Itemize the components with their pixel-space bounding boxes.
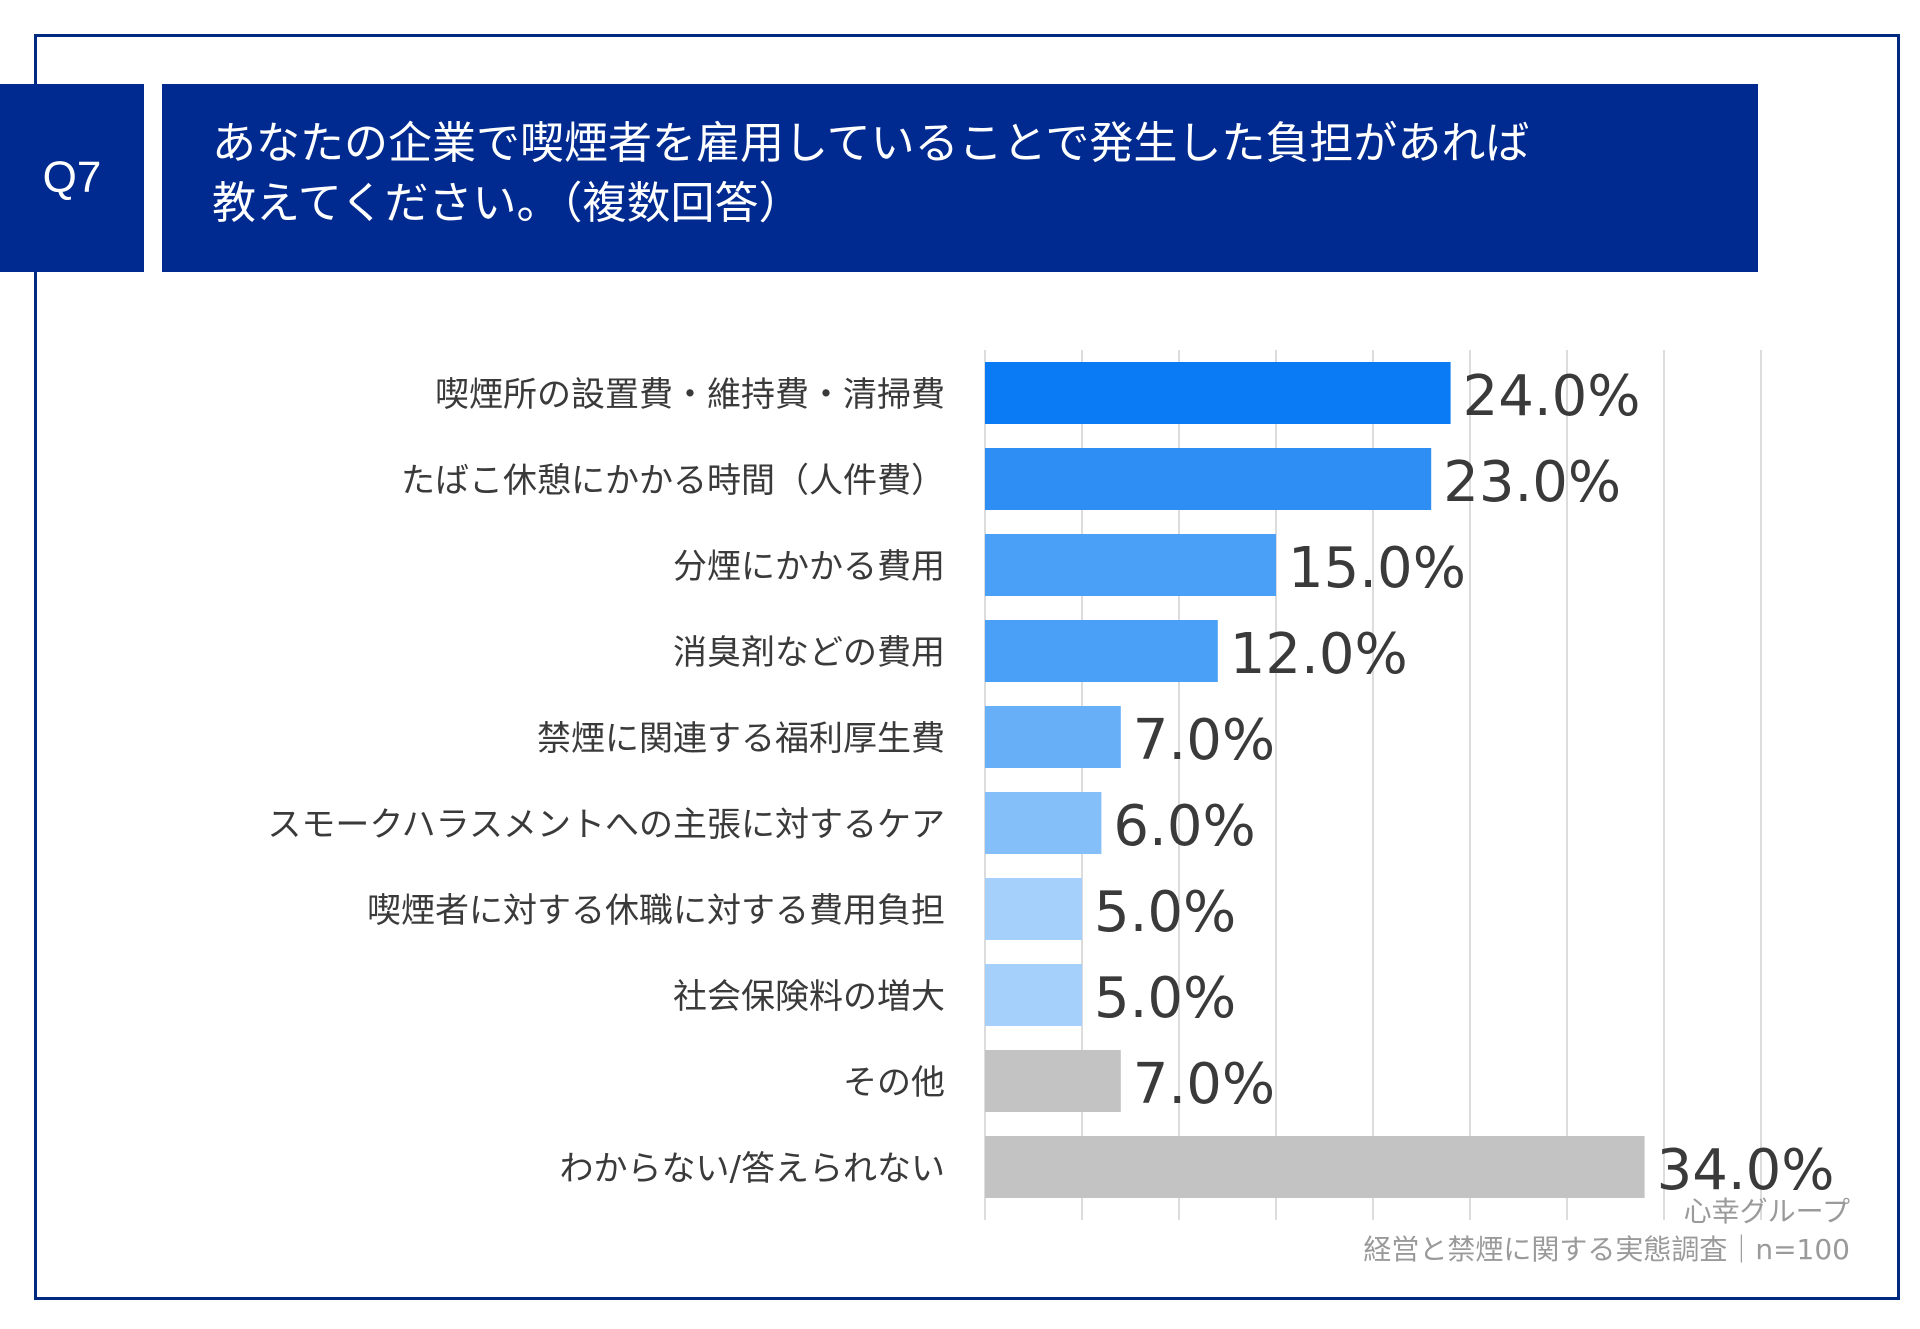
bar	[985, 448, 1432, 510]
category-label: 社会保険料の増大	[673, 977, 945, 1017]
category-label: 喫煙者に対する休職に対する費用負担	[367, 891, 945, 931]
bar	[985, 964, 1082, 1026]
question-title-line1: あなたの企業で喫煙者を雇用していることで発生した負担があれば	[212, 118, 1530, 169]
category-label: 禁煙に関連する福利厚生費	[537, 719, 945, 759]
category-label: わからない/答えられない	[560, 1149, 945, 1189]
value-label: 23.0%	[1443, 450, 1621, 515]
category-label: スモークハラスメントへの主張に対するケア	[267, 805, 945, 845]
question-title-line2: 教えてください。（複数回答）	[212, 178, 803, 229]
category-label: たばこ休憩にかかる時間（人件費）	[401, 461, 945, 501]
value-label: 34.0%	[1657, 1138, 1835, 1203]
question-title-box: あなたの企業で喫煙者を雇用していることで発生した負担があれば 教えてください。（…	[162, 84, 1758, 272]
chart-frame	[34, 34, 1900, 1300]
bar	[985, 878, 1082, 940]
question-number-badge: Q7	[0, 84, 144, 272]
value-label: 12.0%	[1230, 622, 1408, 687]
category-label: 喫煙所の設置費・維持費・清掃費	[435, 375, 945, 415]
bar-chart: 喫煙所の設置費・維持費・清掃費 24.0% たばこ休憩にかかる時間（人件費） 23.0…	[267, 350, 1835, 1220]
bar	[985, 706, 1121, 768]
category-label: 分煙にかかる費用	[673, 547, 945, 587]
bar	[985, 620, 1218, 682]
category-label: その他	[843, 1063, 945, 1103]
question-number: Q7	[42, 153, 102, 202]
bar	[985, 534, 1276, 596]
category-label: 消臭剤などの費用	[673, 633, 945, 673]
value-label: 5.0%	[1094, 880, 1236, 945]
value-label: 7.0%	[1133, 708, 1275, 773]
value-label: 6.0%	[1113, 794, 1255, 859]
bar	[985, 792, 1102, 854]
value-label: 5.0%	[1094, 966, 1236, 1031]
value-label: 7.0%	[1133, 1052, 1275, 1117]
bar	[985, 1136, 1645, 1198]
value-label: 15.0%	[1288, 536, 1466, 601]
source-credit: 心幸グループ	[1683, 1195, 1850, 1228]
value-label: 24.0%	[1463, 364, 1641, 429]
survey-credit: 経営と禁煙に関する実態調査｜n=100	[1363, 1233, 1850, 1266]
bar	[985, 1050, 1121, 1112]
bar	[985, 362, 1451, 424]
